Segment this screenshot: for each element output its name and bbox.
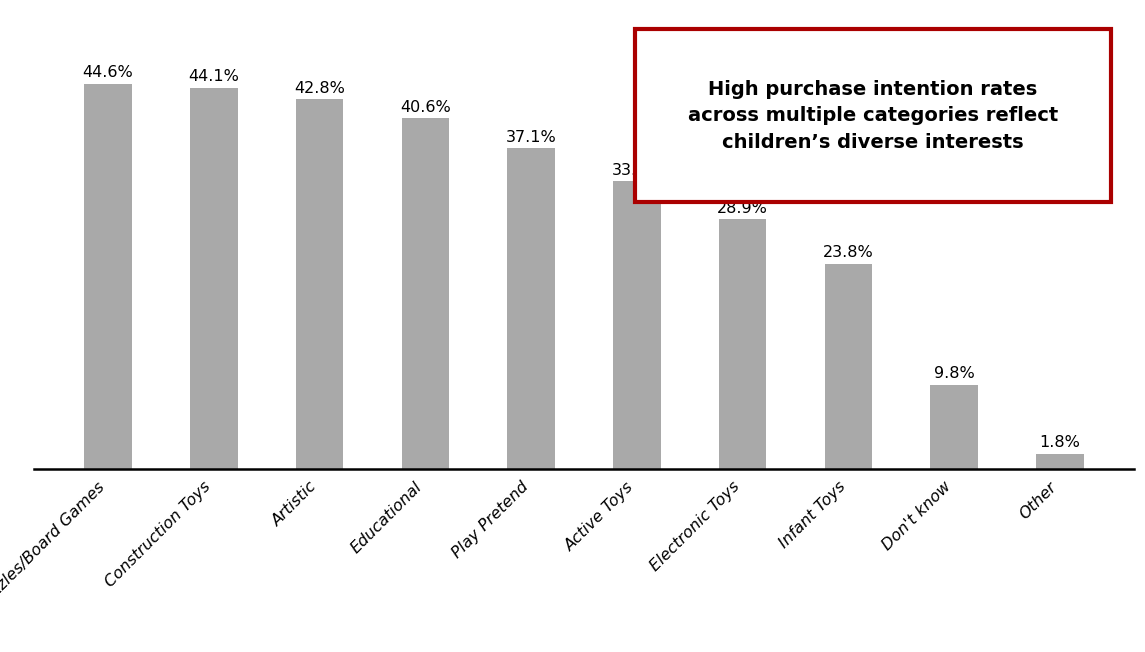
Text: 9.8%: 9.8% (933, 366, 974, 381)
Bar (613, 181, 661, 469)
Text: 33.3%: 33.3% (611, 163, 662, 178)
Bar (507, 149, 555, 469)
Text: 44.6%: 44.6% (82, 65, 134, 80)
Bar (930, 385, 978, 469)
Text: 37.1%: 37.1% (506, 130, 556, 145)
Bar (85, 83, 132, 469)
Bar (1036, 454, 1083, 469)
Text: 1.8%: 1.8% (1040, 436, 1080, 451)
Text: 42.8%: 42.8% (294, 81, 345, 96)
Text: 40.6%: 40.6% (400, 100, 451, 115)
Bar (824, 263, 872, 469)
Text: 44.1%: 44.1% (189, 70, 239, 85)
Text: High purchase intention rates
across multiple categories reflect
children’s dive: High purchase intention rates across mul… (688, 80, 1058, 152)
Text: 23.8%: 23.8% (823, 245, 874, 260)
Text: 28.9%: 28.9% (717, 201, 768, 216)
Bar (402, 118, 449, 469)
Bar (190, 88, 238, 469)
Bar (295, 99, 344, 469)
Bar (719, 220, 766, 469)
